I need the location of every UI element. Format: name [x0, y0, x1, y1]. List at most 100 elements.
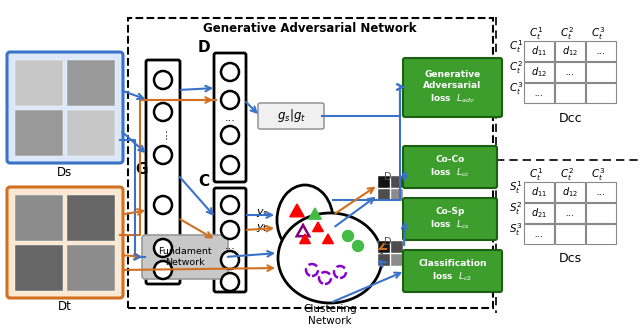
Bar — [524, 182, 554, 202]
Text: $g_s|g_t$: $g_s|g_t$ — [276, 108, 305, 125]
Text: Generative Adversarial Network: Generative Adversarial Network — [204, 22, 417, 34]
Bar — [586, 182, 616, 202]
Bar — [67, 245, 115, 291]
Polygon shape — [308, 208, 321, 219]
Bar — [67, 195, 115, 241]
Circle shape — [221, 156, 239, 174]
Bar — [524, 41, 554, 61]
Circle shape — [221, 196, 239, 214]
Circle shape — [353, 240, 364, 252]
FancyBboxPatch shape — [7, 187, 123, 298]
Bar — [555, 203, 585, 223]
Bar — [67, 60, 115, 106]
Text: $d_{21}$: $d_{21}$ — [531, 206, 547, 220]
Circle shape — [221, 221, 239, 239]
Text: Co-Sp
loss  $\mathit{L_{cs}}$: Co-Sp loss $\mathit{L_{cs}}$ — [430, 207, 470, 231]
Bar — [378, 254, 390, 266]
Bar — [586, 62, 616, 82]
Text: $C_t^2$: $C_t^2$ — [509, 60, 523, 76]
Bar — [555, 41, 585, 61]
Text: $C_t^3$: $C_t^3$ — [591, 26, 605, 42]
Text: Ds: Ds — [58, 166, 72, 178]
Polygon shape — [323, 234, 333, 244]
Text: Classification
loss  $\mathit{L_{c2}}$: Classification loss $\mathit{L_{c2}}$ — [419, 259, 487, 283]
Bar — [15, 195, 63, 241]
Circle shape — [154, 239, 172, 257]
Text: C: C — [198, 174, 209, 190]
Circle shape — [154, 103, 172, 121]
Text: $y_s$: $y_s$ — [256, 207, 269, 219]
Bar — [15, 245, 63, 291]
Circle shape — [154, 71, 172, 89]
Text: ...: ... — [157, 127, 170, 139]
FancyBboxPatch shape — [403, 146, 497, 188]
Text: $C_t^2$: $C_t^2$ — [560, 167, 574, 183]
Text: D: D — [198, 39, 211, 54]
Circle shape — [342, 231, 353, 241]
Bar — [378, 176, 390, 188]
Text: $d_{12}$: $d_{12}$ — [531, 65, 547, 79]
Text: $S_t^1$: $S_t^1$ — [509, 180, 523, 196]
FancyBboxPatch shape — [7, 52, 123, 163]
FancyBboxPatch shape — [403, 58, 502, 117]
Bar — [391, 254, 403, 266]
FancyBboxPatch shape — [403, 250, 502, 292]
Text: $C_t^3$: $C_t^3$ — [509, 81, 523, 97]
Text: G: G — [135, 162, 147, 177]
Text: D$_{cs}$: D$_{cs}$ — [383, 235, 399, 249]
Circle shape — [154, 261, 172, 279]
Bar — [378, 189, 390, 201]
Text: $d_{12}$: $d_{12}$ — [562, 185, 578, 199]
FancyBboxPatch shape — [258, 103, 324, 129]
Text: ...: ... — [565, 208, 575, 218]
Text: Co-Co
loss  $\mathit{L_{cc}}$: Co-Co loss $\mathit{L_{cc}}$ — [430, 155, 470, 179]
Text: Clustering
Network: Clustering Network — [303, 304, 357, 326]
FancyBboxPatch shape — [142, 235, 228, 279]
Text: $d_{11}$: $d_{11}$ — [531, 44, 547, 58]
Bar — [586, 41, 616, 61]
FancyBboxPatch shape — [214, 188, 246, 292]
Text: ...: ... — [565, 67, 575, 77]
Text: Generative
Adversarial
loss  $\mathit{L_{adv}}$: Generative Adversarial loss $\mathit{L_{… — [424, 70, 482, 105]
Text: $C_t^1$: $C_t^1$ — [529, 26, 543, 42]
Circle shape — [221, 91, 239, 109]
Bar — [586, 203, 616, 223]
Text: Dt: Dt — [58, 300, 72, 314]
Polygon shape — [290, 204, 304, 217]
Bar — [586, 224, 616, 244]
Bar — [391, 241, 403, 253]
Bar — [524, 203, 554, 223]
Text: $S_t^2$: $S_t^2$ — [509, 201, 523, 217]
Bar — [391, 176, 403, 188]
Text: $y_t$: $y_t$ — [256, 222, 268, 234]
Bar — [67, 110, 115, 156]
Text: $C_t^1$: $C_t^1$ — [529, 167, 543, 183]
Polygon shape — [300, 234, 310, 244]
Bar — [15, 110, 63, 156]
Circle shape — [221, 63, 239, 81]
Bar — [524, 62, 554, 82]
Text: $S_t^3$: $S_t^3$ — [509, 222, 523, 238]
FancyBboxPatch shape — [403, 198, 497, 240]
Bar — [15, 60, 63, 106]
Text: $C_t^2$: $C_t^2$ — [560, 26, 574, 42]
Circle shape — [154, 146, 172, 164]
Ellipse shape — [278, 213, 382, 303]
Bar — [586, 83, 616, 103]
Bar — [391, 189, 403, 201]
Text: ...: ... — [534, 229, 544, 239]
Text: ...: ... — [225, 113, 236, 123]
Text: ...: ... — [534, 88, 544, 98]
Ellipse shape — [277, 185, 333, 255]
Bar — [524, 224, 554, 244]
Bar — [524, 83, 554, 103]
Text: $C_t^3$: $C_t^3$ — [591, 167, 605, 183]
Bar — [555, 224, 585, 244]
FancyBboxPatch shape — [214, 53, 246, 182]
Bar — [378, 241, 390, 253]
Text: Dcs: Dcs — [559, 253, 582, 265]
Text: ...: ... — [596, 46, 605, 56]
Text: ...: ... — [225, 241, 236, 251]
Text: $C_t^1$: $C_t^1$ — [509, 39, 523, 55]
Text: ...: ... — [596, 187, 605, 197]
